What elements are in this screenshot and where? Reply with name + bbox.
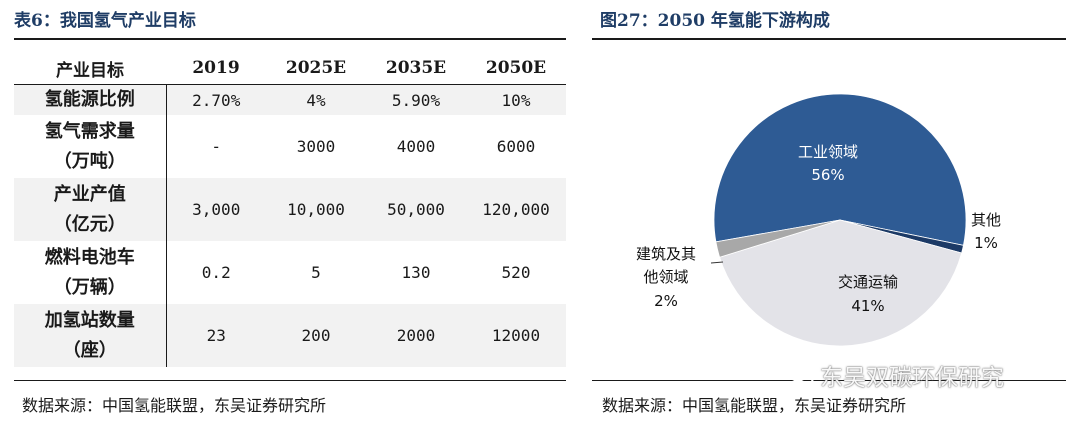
table-cell: 4000 bbox=[396, 137, 436, 156]
label-building-pct: 2% bbox=[654, 292, 678, 310]
row-label: 氢气需求量 （万吨） bbox=[14, 115, 167, 178]
table-cell: 50,000 bbox=[366, 178, 466, 241]
table-title: 表6：我国氢气产业目标 bbox=[14, 11, 196, 31]
row-label: 氢能源比例 bbox=[14, 84, 167, 115]
table-cell: 2.70% bbox=[166, 84, 266, 115]
chart-bottom-rule bbox=[592, 380, 1066, 381]
table-cell: 5 bbox=[311, 263, 321, 282]
table-cell: 130 bbox=[401, 263, 431, 282]
column-header: 2025E bbox=[266, 52, 366, 85]
row-label: 燃料电池车 （万辆） bbox=[14, 241, 167, 304]
table-row: 加氢站数量 （座） 23 200 2000 12000 bbox=[14, 304, 566, 367]
table-cell: 2000 bbox=[366, 304, 466, 367]
table-cell: 3,000 bbox=[166, 178, 266, 241]
label-industry: 工业领域 bbox=[798, 143, 858, 161]
column-header: 2019 bbox=[166, 52, 266, 85]
label-industry-pct: 56% bbox=[811, 166, 844, 184]
table-cell: 12000 bbox=[466, 304, 566, 367]
column-header: 2035E bbox=[366, 52, 466, 85]
table-cell: 6000 bbox=[496, 137, 536, 156]
chart-top-rule bbox=[592, 38, 1066, 40]
table-cell: 0.2 bbox=[201, 263, 231, 282]
hydrogen-targets-table: 产业目标 2019 2025E 2035E 2050E 氢能源比例 2.70% … bbox=[14, 52, 566, 367]
label-building: 建筑及其 bbox=[636, 245, 696, 263]
label-other: 其他 bbox=[971, 211, 1001, 229]
table-cell: 10,000 bbox=[266, 178, 366, 241]
label-other-pct: 1% bbox=[974, 234, 998, 252]
table-row: 燃料电池车 （万辆） 0.2 5 130 520 bbox=[14, 241, 566, 304]
column-header: 2050E bbox=[466, 52, 566, 85]
table-cell: 4% bbox=[266, 84, 366, 115]
pie-slice bbox=[715, 219, 841, 258]
chart-source: 数据来源：中国氢能联盟，东吴证券研究所 bbox=[602, 396, 907, 415]
label-transport: 交通运输 bbox=[838, 273, 898, 291]
table-row: 氢气需求量 （万吨） - 3000 4000 6000 bbox=[14, 115, 566, 178]
row-label: 产业产值 （亿元） bbox=[14, 178, 167, 241]
chart-title: 图27：2050 年氢能下游构成 bbox=[600, 11, 830, 31]
table-cell: 23 bbox=[166, 304, 266, 367]
label-building-2: 他领域 bbox=[643, 268, 688, 286]
pie-slice bbox=[713, 93, 967, 246]
table-bottom-rule bbox=[14, 380, 566, 381]
pie-chart: 工业领域 56% 其他 1% 交通运输 41% 建筑及其 他领域 2% bbox=[636, 93, 1001, 347]
label-transport-pct: 41% bbox=[851, 297, 884, 315]
table-row: 产业产值 （亿元） 3,000 10,000 50,000 120,000 bbox=[14, 178, 566, 241]
table-row: 氢能源比例 2.70% 4% 5.90% 10% bbox=[14, 84, 566, 115]
table-source: 数据来源：中国氢能联盟，东吴证券研究所 bbox=[22, 396, 327, 415]
wechat-icon bbox=[788, 364, 814, 386]
table-cell: 520 bbox=[501, 263, 531, 282]
table-cell: 10% bbox=[466, 84, 566, 115]
table-cell: 5.90% bbox=[366, 84, 466, 115]
building-leader-line bbox=[710, 261, 724, 264]
table-cell: 120,000 bbox=[466, 178, 566, 241]
row-label: 加氢站数量 （座） bbox=[14, 304, 167, 367]
table-cell: 200 bbox=[266, 304, 366, 367]
table-cell: - bbox=[211, 137, 222, 156]
column-header: 产业目标 bbox=[14, 52, 166, 85]
watermark-text: 东吴双碳环保研究 bbox=[820, 365, 1004, 391]
watermark: 东吴双碳环保研究 bbox=[788, 358, 1004, 392]
table-top-rule bbox=[14, 38, 566, 40]
pie-slice bbox=[719, 219, 963, 347]
table-cell: 3000 bbox=[296, 137, 336, 156]
